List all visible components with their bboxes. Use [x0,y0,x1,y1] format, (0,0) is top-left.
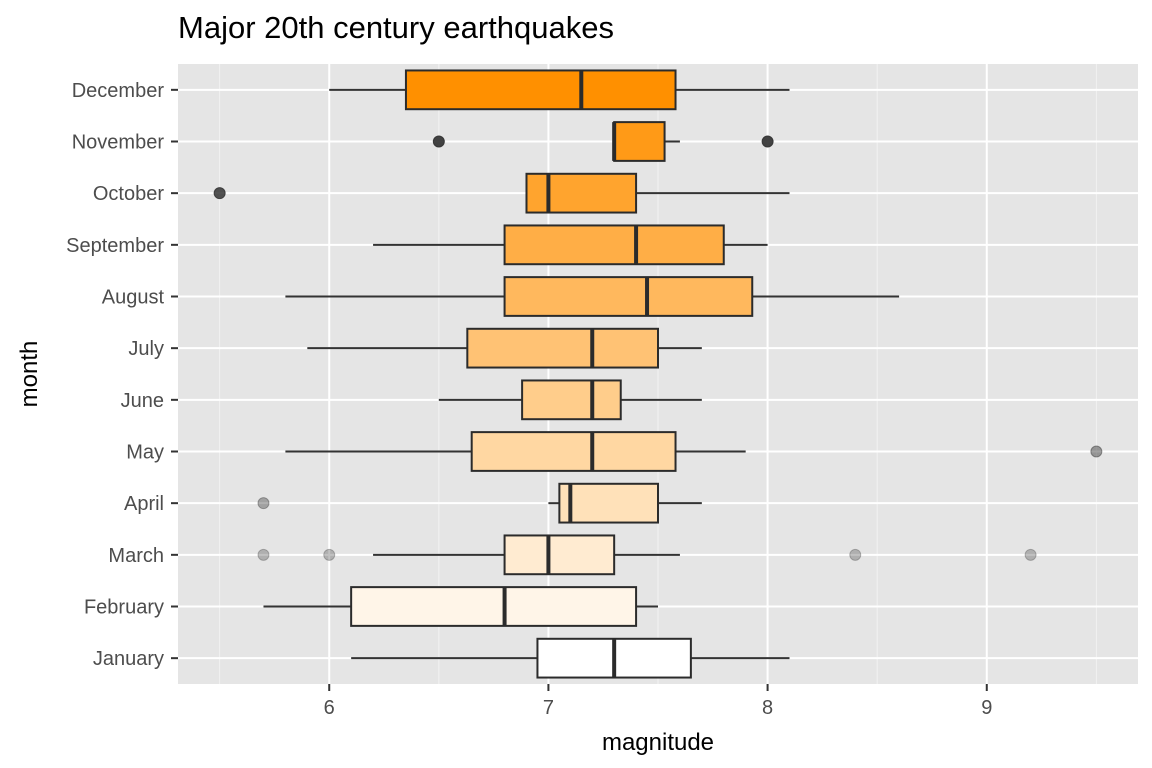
y-tick-label: March [108,545,164,567]
box-iqr [404,69,677,111]
chart-title: Major 20th century earthquakes [178,10,614,45]
box-iqr [503,224,725,266]
box-july [307,327,702,369]
outlier-point [213,187,226,200]
box-august [285,276,900,317]
boxes-layer [213,69,1103,679]
y-tick-label: February [84,597,164,619]
x-tick-label: 9 [981,697,992,719]
y-tick-label: April [124,493,164,515]
y-tick-label: July [128,338,164,360]
outlier-point [761,135,774,148]
outlier-point [849,548,862,561]
x-axis-label: magnitude [602,729,714,756]
box-june [438,379,702,421]
box-april [257,482,702,524]
box-iqr [521,379,622,421]
box-iqr [470,431,677,472]
box-march [257,534,1037,576]
box-iqr [503,534,616,576]
y-tick-label: December [72,80,165,102]
x-tick-label: 8 [762,697,773,719]
box-may [285,431,1103,472]
box-iqr [613,121,666,162]
x-tick-label: 7 [543,697,554,719]
box-january [351,637,790,679]
box-november [432,121,774,162]
y-axis: January February March April May June July Augu… [66,80,178,670]
box-october [213,172,790,214]
box-iqr [466,327,659,369]
box-iqr [503,276,754,317]
box-september [373,224,768,266]
x-tick-label: 6 [324,697,335,719]
outlier-point [1024,548,1037,561]
y-tick-label: October [93,183,164,205]
box-february [263,586,658,627]
x-axis: 6 7 8 9 [324,684,992,719]
outlier-point [257,497,270,510]
y-tick-label: November [72,132,165,154]
y-tick-label: September [66,235,164,257]
y-axis-label: month [16,341,43,408]
y-tick-label: May [126,442,164,464]
box-iqr [350,586,638,627]
grid-minor [219,64,1097,684]
y-tick-label: January [93,648,164,670]
box-iqr [558,482,660,524]
outlier-point [323,548,336,561]
outlier-point [1090,445,1103,458]
box-iqr [525,172,638,214]
y-tick-label: June [121,390,164,412]
outlier-point [257,548,270,561]
box-december [329,69,790,111]
outlier-point [432,135,445,148]
y-tick-label: August [102,287,165,309]
